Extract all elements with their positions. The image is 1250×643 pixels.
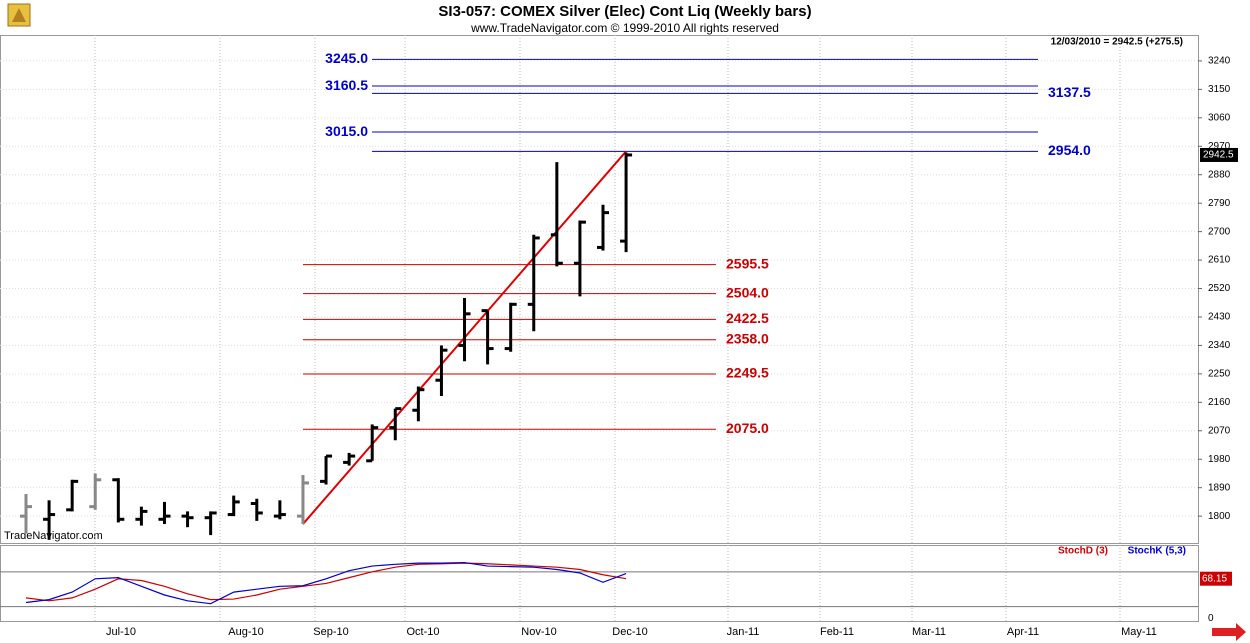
x-tick-label: Aug-10 (228, 626, 263, 638)
legend-label: StochD (3) (1058, 546, 1108, 557)
x-tick-label: May-11 (1121, 626, 1157, 638)
price-badge-label: 2942.5 (1203, 150, 1234, 161)
legend-label: StochK (5,3) (1128, 546, 1186, 557)
x-tick-label: Nov-10 (521, 626, 556, 638)
y-tick-label: 1800 (1208, 511, 1231, 522)
x-tick-label: Feb-11 (820, 626, 854, 638)
x-tick-label: Jan-11 (727, 626, 760, 638)
level-label: 2595.5 (726, 255, 769, 271)
y-tick-label: 2070 (1208, 425, 1231, 436)
y-tick-label: 1980 (1208, 454, 1231, 465)
x-tick-label: Sep-10 (313, 626, 348, 638)
level-label: 2249.5 (726, 365, 769, 381)
x-tick-label: Dec-10 (612, 626, 647, 638)
y-tick-label: 2610 (1208, 255, 1231, 266)
x-tick-label: Apr-11 (1007, 626, 1039, 638)
stoch-badge (1200, 571, 1232, 586)
price-badge (1200, 147, 1238, 162)
stoch-line (25, 562, 627, 602)
y-tick-label: 2520 (1208, 283, 1231, 294)
price-panel (0, 35, 1199, 544)
level-label: 3160.5 (325, 77, 368, 93)
y-tick-label: 2160 (1208, 397, 1231, 408)
y-tick-label: 2790 (1208, 198, 1231, 209)
y-tick-label: 3150 (1208, 84, 1231, 95)
y-tick-label: 2250 (1208, 369, 1231, 380)
chart-title: SI3-057: COMEX Silver (Elec) Cont Liq (W… (438, 3, 811, 20)
status-text: 12/03/2010 = 2942.5 (+275.5) (1051, 37, 1183, 48)
level-label: 3245.0 (325, 50, 368, 66)
y-tick-label: 2880 (1208, 169, 1231, 180)
watermark: TradeNavigator.com (4, 530, 103, 542)
x-tick-label: Mar-11 (912, 626, 946, 638)
stoch-line (25, 561, 627, 605)
y-tick-label: 3240 (1208, 56, 1231, 67)
stoch-panel (0, 545, 1199, 622)
chart-subtitle: www.TradeNavigator.com © 1999-2010 All r… (470, 21, 779, 35)
y-tick-label: 2970 (1208, 141, 1231, 152)
logo (7, 3, 31, 27)
level-label: 2075.0 (726, 420, 769, 436)
level-label: 3137.5 (1048, 84, 1091, 100)
scroll-arrow[interactable] (1212, 623, 1246, 641)
level-label: 2422.5 (726, 310, 769, 326)
x-tick-label: Jul-10 (106, 626, 136, 638)
y-tick-label: 2700 (1208, 226, 1231, 237)
level-label: 2504.0 (726, 284, 769, 300)
level-label: 2954.0 (1048, 142, 1091, 158)
y-tick-label: 1890 (1208, 482, 1231, 493)
x-tick-label: Oct-10 (406, 626, 439, 638)
y-tick-label: 2340 (1208, 340, 1231, 351)
level-label: 2358.0 (726, 330, 769, 346)
stoch-badge-label: 68.15 (1202, 573, 1227, 584)
y-tick-label: 2430 (1208, 312, 1231, 323)
y-tick-label: 3060 (1208, 112, 1231, 123)
level-label: 3015.0 (325, 123, 368, 139)
stoch-tick-label: 0 (1208, 613, 1214, 624)
